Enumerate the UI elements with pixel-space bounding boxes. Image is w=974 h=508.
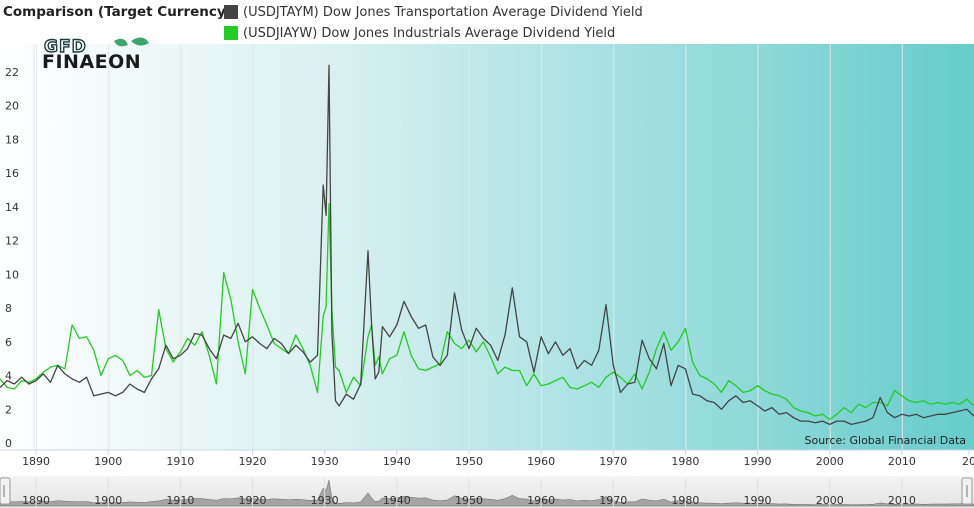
y-tick-label: 20 bbox=[5, 100, 19, 113]
grid-lines bbox=[33, 44, 903, 450]
y-tick-label: 12 bbox=[5, 235, 19, 248]
x-tick-label: 1950 bbox=[455, 455, 483, 468]
logo-leaf-icon bbox=[114, 38, 128, 47]
navigator-handle-left[interactable] bbox=[0, 477, 11, 505]
y-tick-label: 4 bbox=[5, 370, 12, 383]
y-tick-label: 0 bbox=[5, 437, 12, 450]
series-line-transportation[interactable] bbox=[0, 64, 974, 426]
navigator-tick-label: 1930 bbox=[311, 494, 339, 507]
x-tick-label: 1940 bbox=[383, 455, 411, 468]
navigator-tick-label: 1970 bbox=[599, 494, 627, 507]
logo: GFD FINAEON bbox=[42, 36, 149, 73]
x-tick-label: 1910 bbox=[166, 455, 194, 468]
navigator-tick-label: 2000 bbox=[816, 494, 844, 507]
legend-swatch-transportation bbox=[224, 5, 238, 19]
x-tick-label: 1900 bbox=[94, 455, 122, 468]
navigator-tick-label: 1940 bbox=[383, 494, 411, 507]
x-tick-label: 2010 bbox=[888, 455, 916, 468]
y-tick-label: 8 bbox=[5, 302, 12, 315]
x-tick-label: 1930 bbox=[311, 455, 339, 468]
y-tick-label: 6 bbox=[5, 336, 12, 349]
logo-finaeon-text: FINAEON bbox=[42, 51, 141, 73]
y-tick-label: 22 bbox=[5, 66, 19, 79]
legend-label-industrials: (USDJIAYW) Dow Jones Industrials Average… bbox=[243, 25, 616, 41]
y-tick-label: 10 bbox=[5, 268, 19, 281]
legend-swatch-industrials bbox=[224, 26, 238, 40]
legend-label-transportation: (USDJTAYM) Dow Jones Transportation Aver… bbox=[243, 4, 643, 20]
x-tick-label: 1920 bbox=[239, 455, 267, 468]
series-line-industrials[interactable] bbox=[0, 202, 974, 421]
legend-item-transportation[interactable]: (USDJTAYM) Dow Jones Transportation Aver… bbox=[224, 4, 643, 20]
x-tick-label: 2000 bbox=[816, 455, 844, 468]
y-tick-label: 2 bbox=[5, 403, 12, 416]
navigator-tick-label: 1990 bbox=[744, 494, 772, 507]
navigator-tick-label: 1910 bbox=[166, 494, 194, 507]
x-tick-label: 1970 bbox=[599, 455, 627, 468]
x-tick-label: 1980 bbox=[671, 455, 699, 468]
navigator-tick-label: 1960 bbox=[527, 494, 555, 507]
navigator-tick-label: 1980 bbox=[671, 494, 699, 507]
x-tick-label: 1990 bbox=[744, 455, 772, 468]
source-label: Source: Global Financial Data bbox=[805, 434, 967, 447]
logo-leaf-icon-2 bbox=[131, 37, 149, 46]
x-tick-label: 1960 bbox=[527, 455, 555, 468]
navigator-axis: 1890 1900 1910 1920 1930 1940 1950 1960 1970 1980… bbox=[22, 478, 916, 508]
legend-item-industrials[interactable]: (USDJIAYW) Dow Jones Industrials Average… bbox=[224, 25, 615, 41]
y-tick-label: 16 bbox=[5, 167, 19, 180]
y-tick-label: 14 bbox=[5, 201, 19, 214]
series-lines bbox=[0, 64, 974, 426]
x-tick-label: 1890 bbox=[22, 455, 50, 468]
logo-gfd-text: GFD bbox=[44, 37, 87, 57]
x-axis: 1890 1900 1910 1920 1930 1940 1950 1960 1970 1980… bbox=[22, 450, 974, 468]
navigator[interactable]: 1890 1900 1910 1920 1930 1940 1950 1960 1970 1980… bbox=[0, 476, 974, 508]
navigator-tick-label: 1890 bbox=[22, 494, 50, 507]
navigator-tick-label: 1950 bbox=[455, 494, 483, 507]
navigator-tick-label: 1900 bbox=[94, 494, 122, 507]
x-tick-label: 20 bbox=[962, 455, 974, 468]
y-axis: 0 2 4 6 8 10 12 14 16 18 20 22 bbox=[5, 66, 19, 450]
navigator-tick-label: 2010 bbox=[888, 494, 916, 507]
chart-title: Comparison (Target Currency) bbox=[3, 4, 232, 20]
navigator-series-area bbox=[0, 479, 974, 507]
plot-background bbox=[0, 44, 974, 450]
navigator-tick-label: 1920 bbox=[239, 494, 267, 507]
chart-header: Comparison (Target Currency) (USDJTAYM) … bbox=[0, 0, 974, 44]
y-tick-label: 18 bbox=[5, 133, 19, 146]
